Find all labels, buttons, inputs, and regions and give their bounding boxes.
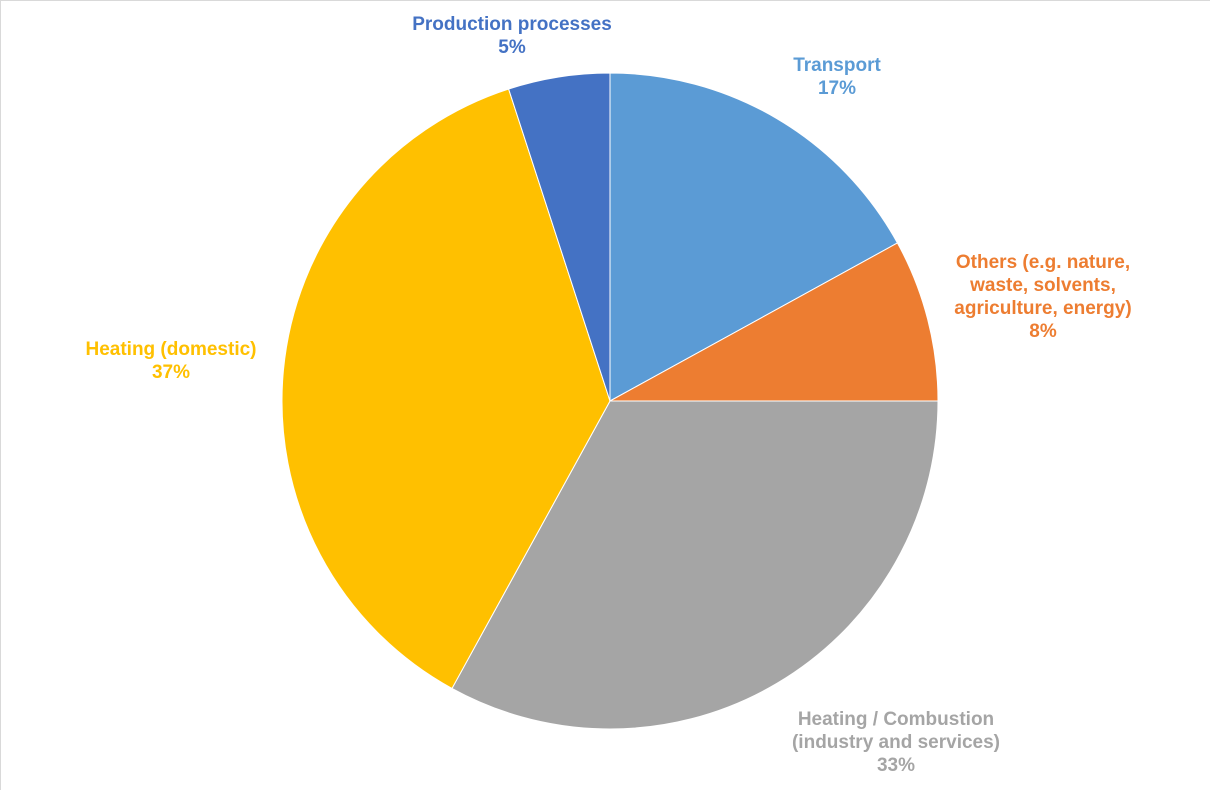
slice-value-label: 8% [1029,321,1057,342]
slice-category-label: Heating / Combustion [798,709,994,730]
slice-category-label: Heating (domestic) [85,339,256,360]
slice-value-label: 33% [877,755,915,776]
slice-category-label: Others (e.g. nature, [956,252,1130,273]
slice-category-label: Transport [793,55,881,76]
slice-category-label: (industry and services) [792,732,1000,753]
slice-value-label: 17% [818,78,856,99]
slice-category-label: agriculture, energy) [954,298,1131,319]
pie-slice [609,242,939,402]
pie-slice [451,400,939,730]
slice-data-label: Heating (domestic) 37% [85,339,256,383]
pie-slice [281,88,611,690]
slice-value-label: 5% [498,37,526,58]
slice-category-label: Production processes [412,14,612,35]
slice-data-label: Heating / Combustion (industry and servic… [792,709,1000,776]
pie-slice [609,72,899,402]
slice-data-label: Transport 17% [793,55,881,99]
slice-data-label: Others (e.g. nature, waste, solvents, agri… [954,252,1131,342]
slice-value-label: 37% [152,362,190,383]
slice-data-label: Production processes 5% [412,14,612,58]
slice-category-label: waste, solvents, [969,275,1116,296]
pie-slice [508,72,611,402]
